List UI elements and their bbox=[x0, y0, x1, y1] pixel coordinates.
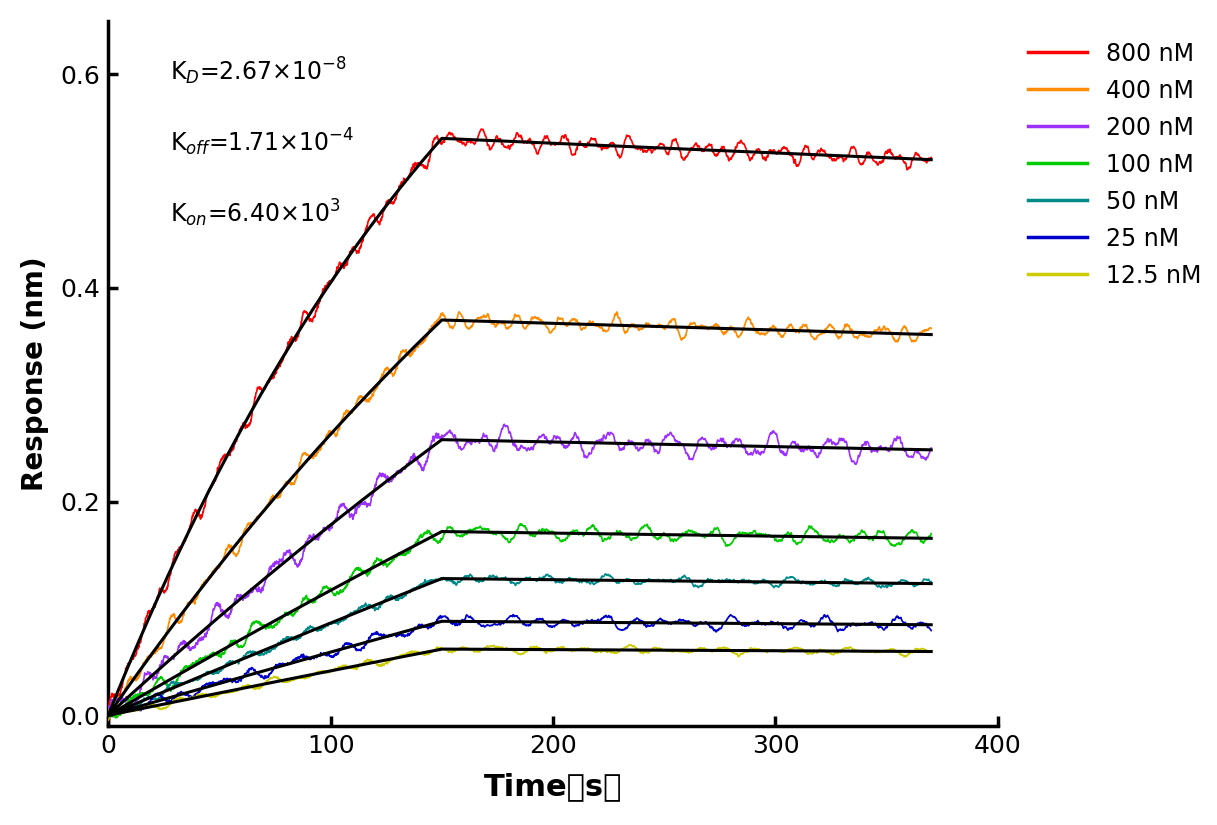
X-axis label: Time（s）: Time（s） bbox=[484, 772, 622, 801]
Legend: 800 nM, 400 nM, 200 nM, 100 nM, 50 nM, 25 nM, 12.5 nM: 800 nM, 400 nM, 200 nM, 100 nM, 50 nM, 2… bbox=[1019, 33, 1211, 298]
Text: K$_D$=2.67×10$^{-8}$: K$_D$=2.67×10$^{-8}$ bbox=[170, 56, 347, 87]
Text: K$_{on}$=6.40×10$^3$: K$_{on}$=6.40×10$^3$ bbox=[170, 197, 341, 229]
Text: K$_{off}$=1.71×10$^{-4}$: K$_{off}$=1.71×10$^{-4}$ bbox=[170, 126, 354, 158]
Y-axis label: Response (nm): Response (nm) bbox=[21, 256, 49, 491]
